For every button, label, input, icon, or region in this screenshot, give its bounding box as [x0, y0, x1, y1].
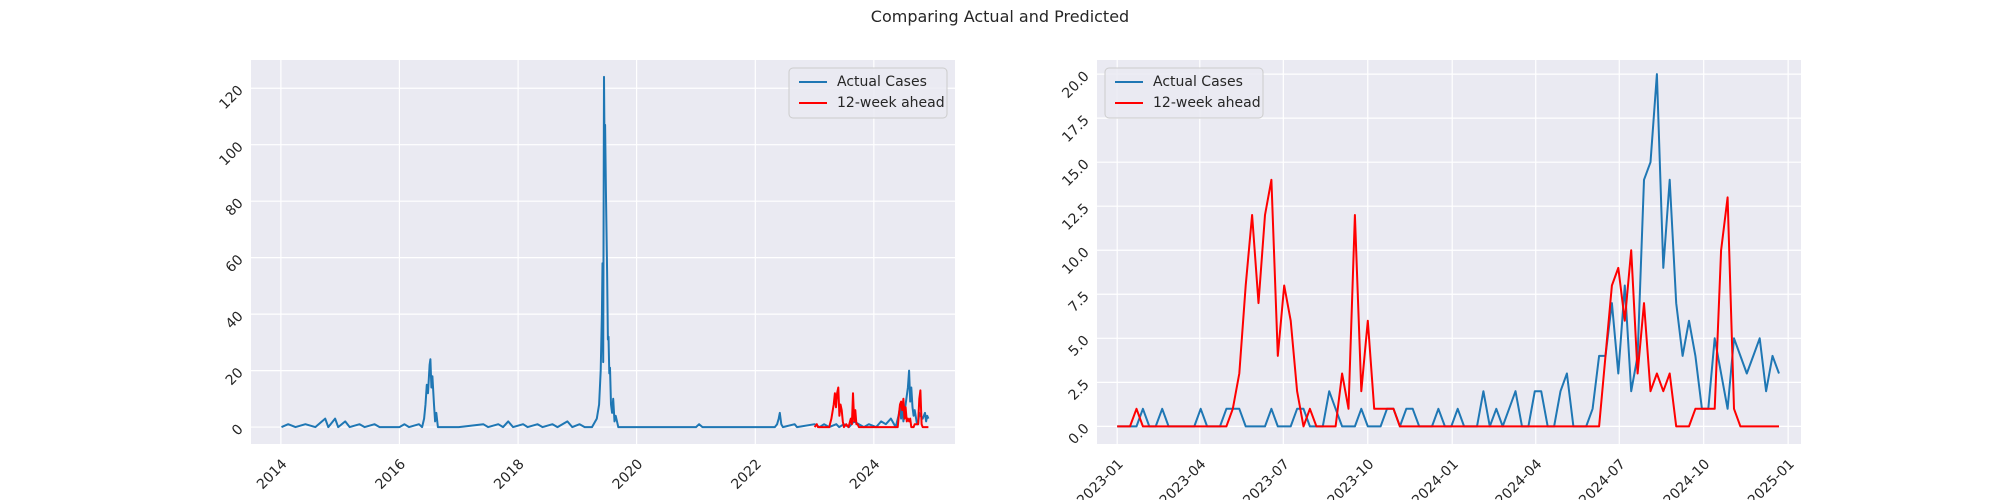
chart2-y-tick-label: 12.5	[1059, 201, 1092, 234]
chart1-y-tick-label: 120	[216, 83, 246, 113]
figure-title: Comparing Actual and Predicted	[870, 7, 1130, 26]
chart2-x-tick-label: 2023-04	[1157, 456, 1210, 500]
chart1-x-tick-label: 2022	[728, 456, 765, 493]
chart1-x-tick-label: 2014	[254, 456, 291, 493]
chart1-12-week-ahead-line	[813, 386, 929, 429]
chart1-legend	[788, 67, 948, 119]
chart2-y-tick-label: 20.0	[1059, 68, 1092, 101]
chart2-legend-label: Actual Cases	[1153, 74, 1243, 90]
chart2-x-tick-label: 2024-04	[1493, 456, 1546, 500]
chart1-x-tick-label: 2020	[610, 456, 647, 493]
chart2-legend-label: 12-week ahead	[1153, 95, 1261, 111]
chart1-y-tick-label: 80	[223, 196, 247, 220]
chart1-x-tick-label: 2024	[847, 456, 884, 493]
chart2-x-tick-label: 2024-10	[1661, 456, 1714, 500]
chart2-y-tick-label: 2.5	[1066, 377, 1093, 404]
chart2-12-week-ahead-line	[1117, 178, 1779, 428]
chart2-y-tick-label: 17.5	[1059, 112, 1092, 145]
chart2-y-tick-label: 5.0	[1066, 333, 1093, 360]
chart1-y-tick-label: 60	[223, 252, 247, 276]
chart1-legend-label: Actual Cases	[837, 74, 927, 90]
chart2-x-tick-label: 2024-07	[1576, 456, 1629, 500]
chart2-y-tick-label: 15.0	[1059, 157, 1092, 190]
chart2-y-tick-label: 10.0	[1059, 245, 1092, 278]
chart2-x-tick-label: 2025-01	[1745, 456, 1798, 500]
chart1-y-tick-label: 0	[229, 421, 247, 439]
chart1-y-tick-label: 20	[223, 365, 247, 389]
chart2-x-tick-label: 2023-10	[1325, 456, 1378, 500]
chart2-plot-area	[1097, 60, 1801, 444]
chart1-y-tick-label: 40	[223, 308, 247, 332]
chart1-legend-label: 12-week ahead	[837, 95, 945, 111]
chart2-x-tick-label: 2023-07	[1240, 456, 1293, 500]
chart2-y-tick-label: 0.0	[1066, 421, 1093, 448]
chart2-legend	[1104, 67, 1264, 119]
chart2-y-tick-label: 7.5	[1066, 289, 1093, 316]
chart2-x-tick-label: 2023-01	[1074, 456, 1127, 500]
chart2-x-tick-label: 2024-01	[1409, 456, 1462, 500]
chart1-x-tick-label: 2016	[372, 456, 409, 493]
chart1-y-tick-label: 100	[216, 139, 246, 169]
chart1-x-tick-label: 2018	[491, 456, 528, 493]
